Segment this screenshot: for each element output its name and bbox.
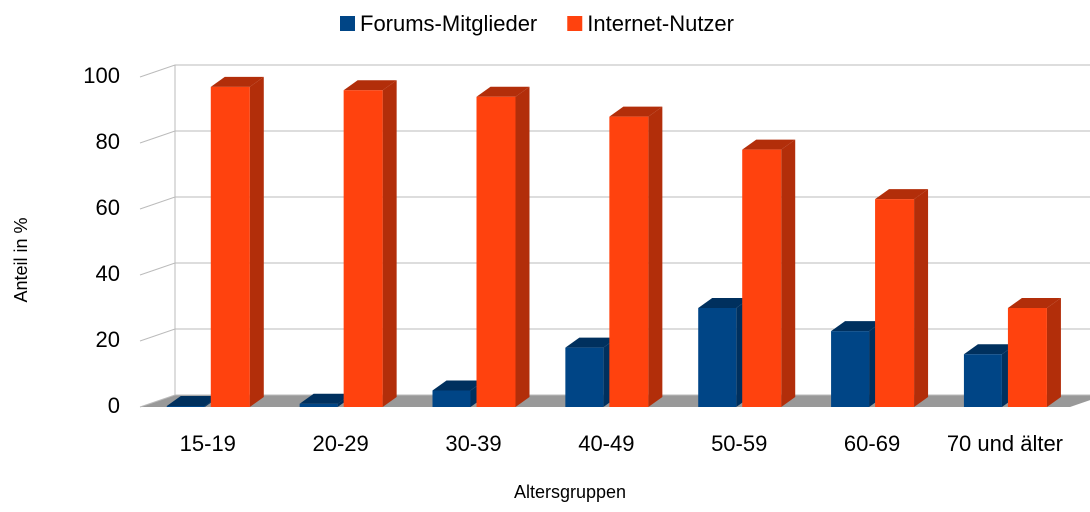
x-tick-label: 40-49: [578, 431, 634, 456]
bar-front: [166, 406, 205, 407]
bar-front: [299, 403, 338, 407]
bar-top: [343, 80, 397, 91]
bar-front: [476, 96, 516, 408]
legend-swatch: [340, 16, 355, 31]
bar-top: [1007, 298, 1061, 308]
bar-top: [210, 76, 264, 87]
bar-top: [476, 86, 530, 97]
y-tick-label: 20: [96, 327, 120, 352]
bar: [476, 86, 530, 408]
bar-front: [343, 90, 383, 407]
x-axis-label: Altersgruppen: [514, 482, 626, 502]
bar-top: [166, 396, 219, 407]
bar-top: [963, 344, 1016, 355]
bar-front: [831, 331, 870, 407]
bar: [343, 80, 397, 407]
bar-side: [1046, 298, 1061, 407]
bar-front: [742, 149, 782, 407]
y-tick-label: 100: [83, 63, 120, 88]
x-tick-label: 60-69: [844, 431, 900, 456]
bar: [742, 139, 796, 407]
bar-front: [963, 354, 1002, 407]
bar-top: [698, 298, 751, 308]
bar-front: [875, 199, 915, 407]
grid-line: [139, 64, 1090, 78]
bar-front: [210, 86, 250, 408]
x-tick-label: 20-29: [313, 431, 369, 456]
bar-top: [609, 106, 663, 117]
bar-top: [742, 139, 796, 150]
bar-side: [781, 139, 796, 407]
bar-top: [831, 321, 884, 332]
y-axis-label: Anteil in %: [11, 217, 31, 302]
bar: [210, 76, 264, 408]
grid-line: [139, 130, 1090, 144]
bar-side: [914, 189, 929, 407]
bar: [609, 106, 663, 407]
bar-front: [698, 308, 737, 407]
x-tick-label: 30-39: [445, 431, 501, 456]
x-tick-label: 15-19: [180, 431, 236, 456]
bar-top: [565, 337, 618, 348]
legend-label: Forums-Mitglieder: [360, 11, 537, 36]
y-tick-label: 60: [96, 195, 120, 220]
bar-front: [609, 116, 649, 407]
x-tick-label: 50-59: [711, 431, 767, 456]
bar-side: [515, 86, 530, 408]
bar-side: [382, 80, 397, 407]
y-tick-label: 0: [108, 393, 120, 418]
y-tick-label: 40: [96, 261, 120, 286]
legend-swatch: [567, 16, 583, 31]
bar-top: [875, 189, 929, 200]
bar-top: [432, 380, 485, 391]
bar-side: [249, 76, 264, 408]
bar-top: [299, 393, 352, 404]
bar-front: [1007, 308, 1047, 407]
bar: [1007, 298, 1061, 407]
y-tick-label: 80: [96, 129, 120, 154]
bar-front: [565, 347, 604, 407]
bar: [875, 189, 929, 407]
bar-side: [648, 106, 663, 407]
legend-label: Internet-Nutzer: [587, 11, 734, 36]
x-tick-label: 70 und älter: [947, 431, 1063, 456]
bar-front: [432, 390, 471, 407]
